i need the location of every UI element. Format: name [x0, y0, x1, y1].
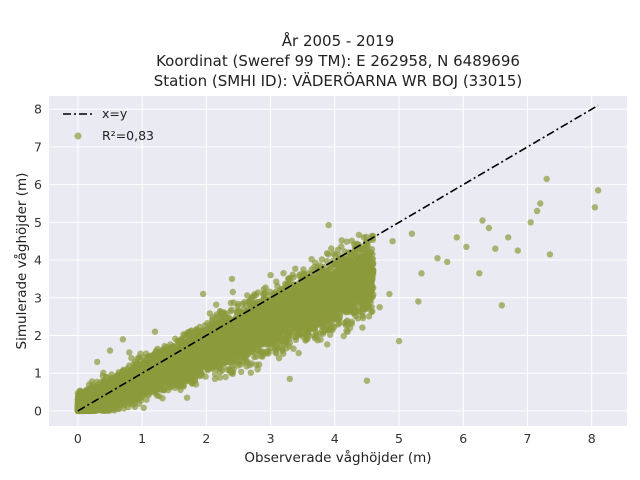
data-point	[247, 369, 254, 376]
data-point	[292, 265, 299, 272]
chart-title: År 2005 - 2019 Koordinat (Sweref 99 TM):…	[154, 31, 523, 90]
data-point	[273, 278, 280, 285]
data-point	[229, 288, 236, 296]
data-point	[216, 374, 224, 381]
scatter-points	[74, 175, 602, 415]
data-point	[343, 238, 350, 245]
data-point	[211, 375, 219, 382]
data-point	[295, 349, 302, 357]
title-line-1: År 2005 - 2019	[282, 31, 395, 50]
data-point	[325, 251, 332, 258]
data-point	[354, 315, 362, 322]
data-point	[238, 368, 245, 376]
title-line-2: Koordinat (Sweref 99 TM): E 262958, N 64…	[156, 52, 520, 70]
title-line-3: Station (SMHI ID): VÄDERÖARNA WR BOJ (33…	[154, 71, 523, 90]
data-point	[338, 237, 345, 244]
data-point	[365, 313, 373, 320]
data-point	[213, 301, 220, 308]
data-point	[328, 245, 335, 252]
data-point	[324, 341, 331, 348]
